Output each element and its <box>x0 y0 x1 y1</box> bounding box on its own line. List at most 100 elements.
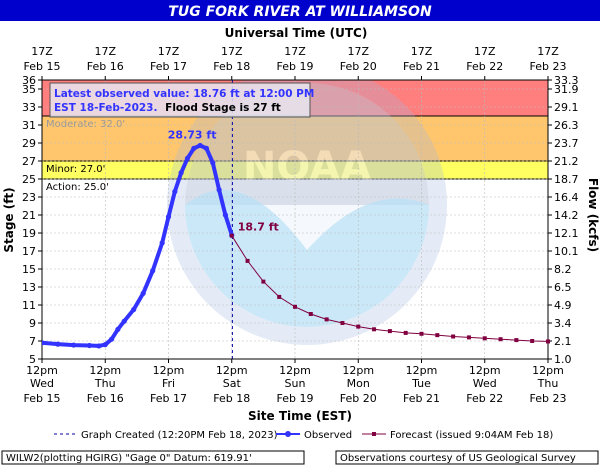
observed-point <box>191 145 197 151</box>
site-time-tick-date: Feb 22 <box>466 392 503 405</box>
x-axis-title: Site Time (EST) <box>248 409 352 423</box>
observed-series <box>42 142 235 349</box>
utc-time-tick-time: 17Z <box>31 45 53 58</box>
observed-point <box>42 340 45 346</box>
noaa-logo-inner <box>185 83 429 327</box>
observed-point <box>216 187 222 193</box>
utc-time-tick-date: Feb 15 <box>24 60 61 73</box>
noaa-logo-text: NOAA <box>243 144 371 190</box>
observed-point <box>115 326 121 332</box>
site-time-tick-date: Feb 17 <box>150 392 187 405</box>
forecast-point <box>546 339 550 344</box>
flow-tick-label: 3.4 <box>554 317 572 330</box>
flow-tick-label: 12.1 <box>554 227 579 240</box>
utc-time-tick-time: 17Z <box>347 45 369 58</box>
top-axis-title: Universal Time (UTC) <box>225 26 368 40</box>
stage-tick-label: 11 <box>22 299 36 312</box>
stage-tick-label: 9 <box>29 317 36 330</box>
y2-axis-title: Flow (kcfs) <box>586 178 600 252</box>
flood-stage-value-text: Flood Stage is 27 ft <box>165 102 281 114</box>
forecast-point <box>435 333 440 338</box>
site-time-tick-weekday: Thu <box>94 377 116 390</box>
observed-point <box>197 142 203 149</box>
flow-tick-label: 8.2 <box>554 263 572 276</box>
utc-time-tick-date: Feb 16 <box>87 60 124 73</box>
stage-tick-label: 19 <box>22 227 36 240</box>
forecast-point <box>387 329 392 334</box>
site-time-tick-weekday: Thu <box>537 377 559 390</box>
forecast-point <box>324 317 329 322</box>
observed-point <box>71 342 77 348</box>
flood-level-label-minor: Minor: 27.0' <box>46 164 105 175</box>
flood-level-labels: Moderate: 32.0' Minor: 27.0' Action: 25.0' <box>46 119 125 193</box>
site-time-tick-time: 12pm <box>342 364 374 377</box>
observed-point <box>178 170 184 176</box>
observed-point <box>121 318 127 324</box>
stage-tick-label: 27 <box>22 155 36 168</box>
flood-level-label-moderate: Moderate: 32.0' <box>46 119 125 130</box>
observed-point <box>184 155 191 161</box>
forecast-point <box>530 339 535 343</box>
site-time-tick-weekday: Wed <box>30 377 54 390</box>
flow-axis: 1.0 2.1 3.4 4.9 6.5 8.2 10.1 12.1 14.2 16.4 18.7 21… <box>548 74 579 366</box>
observed-point <box>102 342 108 348</box>
site-time-tick-date: Feb 19 <box>277 392 314 405</box>
forecast-point <box>419 331 424 336</box>
flow-tick-label: 33.3 <box>554 74 579 87</box>
flow-tick-label: 6.5 <box>554 281 572 294</box>
site-time-tick-weekday: Wed <box>473 377 497 390</box>
site-time-tick-time: 12pm <box>532 364 564 377</box>
latest-observed-text: Latest observed value: 18.76 ft at 12:00… <box>54 88 314 100</box>
site-time-tick-date: Feb 21 <box>403 392 440 405</box>
title-bar <box>0 0 600 21</box>
site-time-tick-weekday: Tue <box>411 377 431 390</box>
utc-time-tick-date: Feb 23 <box>530 60 567 73</box>
site-time-tick-time: 12pm <box>26 364 58 377</box>
observation-date-text: EST 18-Feb-2023. <box>54 102 157 114</box>
utc-time-tick-time: 17Z <box>537 45 559 58</box>
peak-stage-label: 28.73 ft <box>168 128 217 141</box>
forecast-point <box>372 327 377 332</box>
forecast-point <box>514 338 519 343</box>
observed-point <box>131 306 137 313</box>
utc-time-tick-time: 17Z <box>411 45 433 58</box>
stage-tick-label: 35 <box>22 83 36 96</box>
utc-time-tick-date: Feb 22 <box>466 60 503 73</box>
site-time-tick-date: Feb 20 <box>340 392 377 405</box>
observed-point <box>165 214 172 220</box>
stage-tick-label: 21 <box>22 209 36 222</box>
forecast-point <box>245 258 250 263</box>
flow-tick-label: 26.3 <box>554 119 579 132</box>
site-time-tick-date: Feb 15 <box>24 392 61 405</box>
site-time-tick-time: 12pm <box>153 364 185 377</box>
observed-point <box>203 145 210 151</box>
stage-tick-label: 31 <box>22 119 36 132</box>
observed-point <box>210 160 216 166</box>
observed-point <box>140 290 146 296</box>
footer-source-text: Observations courtesy of US Geological S… <box>340 453 576 464</box>
footer-datum-box <box>1 450 305 465</box>
legend-forecast-label: Forecast (issued 9:04AM Feb 18) <box>390 430 553 441</box>
observed-point <box>108 336 115 342</box>
utc-time-tick-date: Feb 17 <box>150 60 187 73</box>
utc-time-axis: 17Z Feb 15 17Z Feb 16 17Z Feb 17 17Z Feb 18 17Z F… <box>24 45 567 80</box>
flow-tick-label: 2.1 <box>554 335 572 348</box>
site-time-tick-time: 12pm <box>216 364 248 377</box>
flow-tick-label: 14.2 <box>554 209 579 222</box>
stage-tick-label: 23 <box>22 191 36 204</box>
stage-tick-label: 15 <box>22 263 36 276</box>
forecast-point <box>229 233 234 238</box>
utc-time-tick-date: Feb 18 <box>213 60 250 73</box>
info-box-frame <box>49 82 311 118</box>
stage-tick-label: 29 <box>22 137 36 150</box>
utc-time-tick-date: Feb 20 <box>340 60 377 73</box>
observed-point <box>159 240 165 246</box>
observed-point <box>150 268 156 274</box>
forecast-point <box>482 336 487 341</box>
noaa-watermark: NOAA <box>167 80 447 345</box>
site-time-tick-weekday: Fri <box>162 377 175 390</box>
stage-tick-label: 7 <box>29 335 36 348</box>
